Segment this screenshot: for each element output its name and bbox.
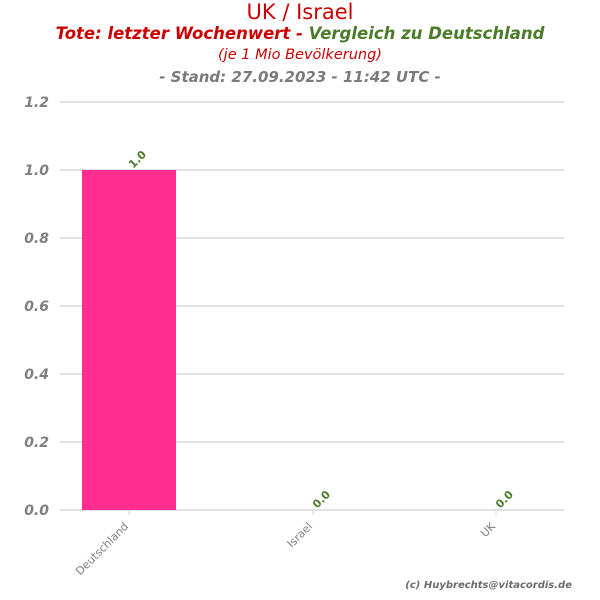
- x-tick-label: Deutschland: [73, 520, 131, 578]
- chart-title: UK / Israel: [246, 0, 354, 24]
- data-label: 0.0: [493, 488, 516, 511]
- copyright-credit: (c) Huybrechts@vitacordis.de: [405, 580, 572, 591]
- y-tick-label: 0.2: [24, 435, 49, 451]
- y-tick-label: 1.2: [24, 95, 49, 111]
- chart-subtitle-population: (je 1 Mio Bevölkerung): [218, 47, 382, 63]
- bar: [82, 170, 176, 510]
- subtitle-deaths: Tote: letzter Wochenwert -: [55, 24, 309, 43]
- y-tick-label: 1.0: [24, 163, 49, 179]
- y-tick-label: 0.4: [24, 367, 49, 383]
- chart-timestamp: - Stand: 27.09.2023 - 11:42 UTC -: [159, 68, 441, 86]
- y-tick-label: 0.6: [24, 299, 49, 315]
- chart-subtitle: Tote: letzter Wochenwert - Vergleich zu …: [0, 24, 600, 43]
- data-label: 1.0: [126, 148, 149, 171]
- x-tick-label: UK: [478, 519, 499, 540]
- y-tick-label: 0.8: [24, 231, 49, 247]
- x-tick-label: Israel: [285, 520, 315, 550]
- subtitle-comparison: Vergleich zu Deutschland: [308, 24, 545, 43]
- y-tick-label: 0.0: [24, 503, 49, 519]
- data-label: 0.0: [310, 488, 333, 511]
